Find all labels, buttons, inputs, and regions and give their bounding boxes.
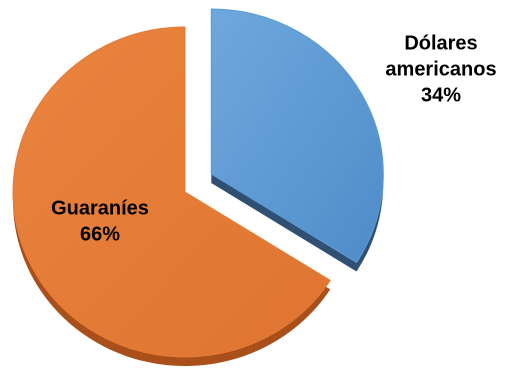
data-label-name: americanos xyxy=(385,58,496,80)
slices-layer xyxy=(12,8,384,366)
pie-slice-dólares-americanos xyxy=(210,8,384,264)
pie-slice-guaraníes xyxy=(12,26,331,358)
data-label-name: Guaraníes xyxy=(51,197,149,219)
data-label-value: 34% xyxy=(421,84,461,106)
data-label-value: 66% xyxy=(80,223,120,245)
labels-layer: Guaraníes 66% Dólares americanos 34% xyxy=(51,32,497,245)
data-label-name: Dólares xyxy=(404,32,477,54)
